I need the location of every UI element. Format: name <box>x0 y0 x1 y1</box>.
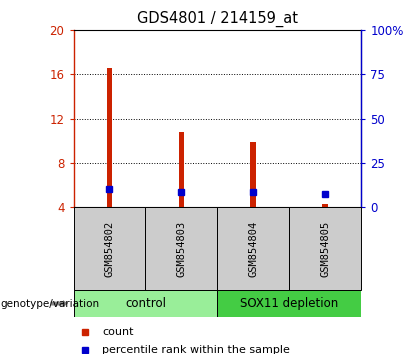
Text: GSM854805: GSM854805 <box>320 221 330 277</box>
Text: control: control <box>125 297 166 310</box>
Text: GSM854804: GSM854804 <box>248 221 258 277</box>
Text: GSM854802: GSM854802 <box>105 221 115 277</box>
Title: GDS4801 / 214159_at: GDS4801 / 214159_at <box>137 11 298 27</box>
Bar <box>107 68 112 207</box>
Text: SOX11 depletion: SOX11 depletion <box>240 297 339 310</box>
Bar <box>323 204 328 207</box>
Bar <box>145 207 218 290</box>
Bar <box>74 207 145 290</box>
Bar <box>218 290 361 317</box>
Bar <box>218 207 289 290</box>
Text: genotype/variation: genotype/variation <box>1 298 100 309</box>
Bar <box>250 142 256 207</box>
Bar <box>289 207 361 290</box>
Text: count: count <box>102 327 134 337</box>
Bar <box>178 132 184 207</box>
Text: GSM854803: GSM854803 <box>176 221 186 277</box>
Bar <box>74 290 218 317</box>
Text: percentile rank within the sample: percentile rank within the sample <box>102 345 290 354</box>
